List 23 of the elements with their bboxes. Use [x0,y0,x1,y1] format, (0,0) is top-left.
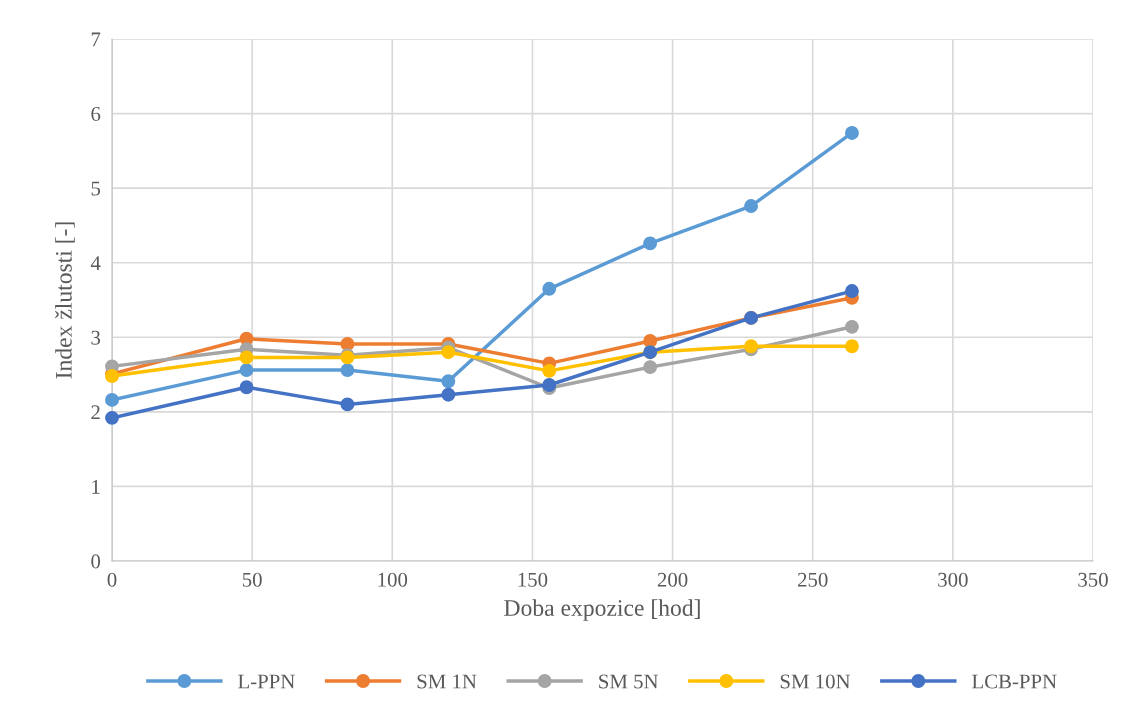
x-tick-label: 0 [107,572,117,587]
legend-label: LCB-PPN [972,674,1057,689]
legend-label: SM 10N [780,674,851,689]
x-tick-label: 350 [1078,572,1108,587]
legend-label: L-PPN [238,674,295,689]
x-tick-label: 100 [378,572,408,587]
x-tick-label: 50 [242,572,262,587]
y-axis-title: Index žlutosti [-] [55,222,75,379]
x-axis-title: Doba expozice [hod] [504,599,700,621]
y-tick-label: 4 [90,256,101,270]
x-tick-label: 250 [798,572,828,587]
x-tick-label: 200 [657,572,688,587]
y-tick-label: 2 [91,405,100,420]
x-tick-label: 300 [938,572,968,587]
y-tick-label: 7 [91,32,101,47]
y-tick-label: 5 [91,181,101,196]
legend-label: SM 5N [599,674,659,689]
y-tick-label: 3 [91,330,101,345]
y-tick-label: 0 [91,554,101,569]
legend-label: SM 1N [417,674,477,689]
x-tick-label: 150 [518,572,548,587]
y-tick-label: 6 [91,107,101,121]
y-tick-label: 1 [92,479,100,494]
